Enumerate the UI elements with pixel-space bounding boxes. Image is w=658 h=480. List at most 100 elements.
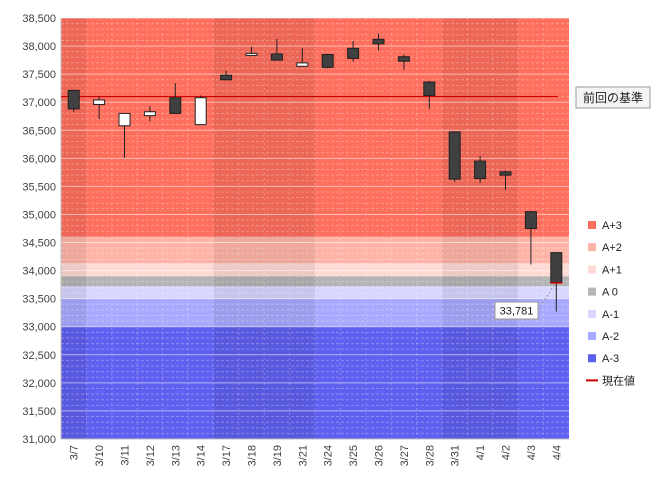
y-tick-label: 37,500 bbox=[22, 69, 56, 81]
reference-label: 前回の基準 bbox=[583, 90, 643, 105]
candle-body bbox=[397, 56, 410, 62]
zone-band bbox=[61, 298, 569, 327]
candle bbox=[169, 83, 182, 114]
x-tick-label: 3/13 bbox=[170, 445, 182, 466]
x-tick-label: 4/1 bbox=[475, 445, 487, 460]
x-tick-label: 3/26 bbox=[374, 445, 386, 466]
candle-body bbox=[321, 53, 334, 68]
x-tick-label: 3/27 bbox=[399, 445, 411, 466]
reference-label-frame bbox=[575, 86, 651, 109]
candle-body bbox=[448, 131, 461, 180]
week-shading bbox=[61, 18, 87, 439]
x-tick-label: 3/14 bbox=[196, 445, 208, 466]
y-tick-label: 38,000 bbox=[22, 41, 56, 53]
candle-body bbox=[474, 160, 487, 180]
y-tick-label: 36,500 bbox=[22, 125, 56, 137]
legend-swatch bbox=[588, 287, 596, 296]
current-value-callout: 33,781 bbox=[494, 284, 555, 320]
x-tick-label: 4/2 bbox=[501, 445, 513, 460]
candle bbox=[220, 70, 233, 81]
candle bbox=[67, 89, 80, 112]
candle-body bbox=[296, 62, 309, 67]
x-tick-label: 3/21 bbox=[297, 445, 309, 466]
week-shading bbox=[213, 18, 315, 439]
callout-value-label: 33,781 bbox=[500, 306, 534, 318]
legend-swatch bbox=[588, 309, 596, 318]
y-tick-label: 33,500 bbox=[22, 294, 56, 306]
candle-body bbox=[347, 47, 360, 59]
candle-body bbox=[118, 112, 131, 127]
candle bbox=[143, 106, 156, 122]
y-tick-label: 35,500 bbox=[22, 181, 56, 193]
x-tick-label: 3/31 bbox=[450, 445, 462, 466]
x-tick-label: 3/25 bbox=[348, 445, 360, 466]
candle-body bbox=[524, 211, 537, 230]
candle bbox=[270, 38, 283, 61]
legend-swatch bbox=[588, 265, 596, 274]
reference-label-box: 前回の基準 bbox=[575, 86, 651, 109]
x-tick-label: 4/3 bbox=[526, 445, 538, 460]
y-tick-label: 36,000 bbox=[22, 153, 56, 165]
candle-body bbox=[67, 89, 80, 110]
candle-body bbox=[499, 171, 512, 176]
x-tick-label: 3/28 bbox=[424, 445, 436, 466]
legend-label: A-3 bbox=[602, 353, 619, 365]
candle bbox=[93, 96, 106, 120]
candle bbox=[474, 156, 487, 184]
callout-leader-line bbox=[537, 284, 555, 311]
y-tick-label: 33,000 bbox=[22, 322, 56, 334]
y-axis: 31,000 31,500 32,000 32,500 33,000 33,500 34,0… bbox=[22, 13, 62, 446]
candle bbox=[397, 54, 410, 70]
y-tick-label: 38,500 bbox=[22, 13, 56, 25]
x-tick-label: 3/7 bbox=[69, 445, 81, 460]
legend-swatch bbox=[588, 221, 596, 229]
candle bbox=[524, 211, 537, 265]
gridlines bbox=[61, 17, 569, 440]
legend-label: A+1 bbox=[602, 264, 622, 276]
legend-label: A+2 bbox=[602, 242, 622, 254]
candle bbox=[347, 41, 360, 62]
y-tick-label: 31,000 bbox=[22, 434, 56, 446]
candle bbox=[321, 53, 334, 69]
candles bbox=[67, 33, 563, 312]
y-tick-label: 31,500 bbox=[22, 406, 56, 418]
x-tick-label: 3/24 bbox=[323, 445, 335, 466]
legend-label: A-1 bbox=[602, 309, 619, 321]
y-tick-label: 32,500 bbox=[22, 350, 56, 362]
candle-body bbox=[194, 97, 207, 126]
candle-body bbox=[423, 81, 436, 96]
plot-background bbox=[61, 18, 569, 439]
y-tick-label: 34,000 bbox=[22, 266, 56, 278]
legend-label: 現在値 bbox=[602, 374, 635, 387]
candle bbox=[118, 112, 131, 158]
zone-band bbox=[61, 286, 569, 299]
legend-label: A 0 bbox=[602, 287, 618, 299]
candle bbox=[245, 46, 258, 57]
candle-body bbox=[245, 52, 258, 56]
x-tick-label: 3/12 bbox=[145, 445, 157, 466]
x-tick-label: 3/11 bbox=[120, 445, 132, 466]
legend: A+3 A+2 A+1 A 0 A-1 A-2 A-3 現在値 bbox=[586, 220, 635, 387]
callout-box bbox=[494, 301, 539, 320]
x-tick-label: 4/4 bbox=[551, 445, 563, 460]
zone-band bbox=[61, 18, 569, 237]
zone-band bbox=[61, 276, 569, 287]
week-shading bbox=[442, 18, 519, 439]
candle-body bbox=[550, 252, 563, 284]
candle bbox=[194, 95, 207, 126]
candle-body bbox=[143, 111, 156, 117]
x-axis: 3/7 3/10 3/11 3/12 3/13 3/14 3/17 3/18 3/19 3/21 3… bbox=[61, 438, 569, 466]
candle-body bbox=[169, 97, 182, 114]
candle bbox=[448, 131, 461, 182]
legend-label: A-2 bbox=[602, 331, 619, 343]
y-tick-label: 32,000 bbox=[22, 378, 56, 390]
zone-band bbox=[61, 263, 569, 277]
candle-body bbox=[93, 99, 106, 105]
y-tick-label: 35,000 bbox=[22, 209, 56, 221]
candle bbox=[296, 48, 309, 67]
candle bbox=[372, 33, 385, 51]
x-tick-label: 3/10 bbox=[94, 445, 106, 466]
y-tick-label: 34,500 bbox=[22, 238, 56, 250]
legend-swatch bbox=[588, 243, 596, 252]
